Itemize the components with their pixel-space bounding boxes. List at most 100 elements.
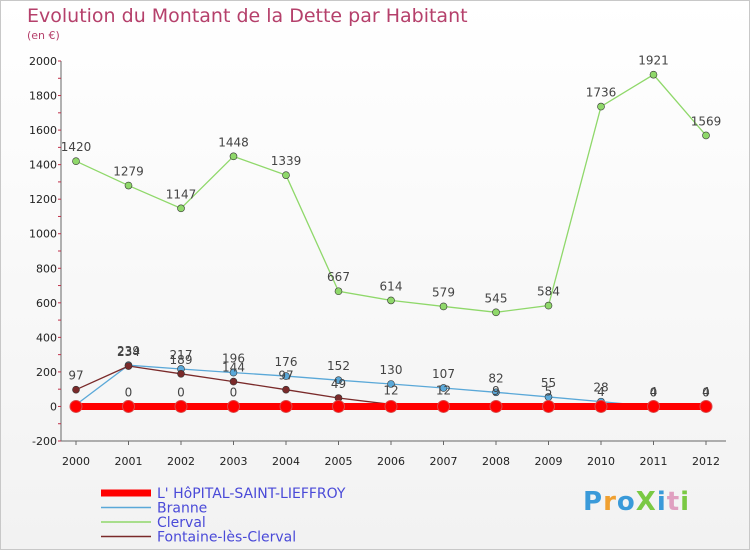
- data-label-fontaine: 12: [383, 383, 398, 397]
- data-label-fontaine: 12: [436, 383, 451, 397]
- data-label-clerval: 1921: [638, 54, 669, 68]
- data-point-branne: [229, 368, 238, 377]
- data-point-fontaine: [229, 377, 238, 386]
- data-label-branne: 217: [170, 348, 193, 362]
- data-point-fontaine: [124, 362, 133, 370]
- data-label-clerval: 1339: [271, 154, 302, 168]
- data-label-branne: 130: [380, 363, 403, 377]
- logo-letter: r: [603, 487, 617, 517]
- logo-letter: X: [635, 487, 657, 517]
- data-point-clerval: [649, 70, 658, 79]
- data-label-branne: 176: [275, 355, 298, 369]
- data-label-fontaine: 97: [278, 369, 293, 383]
- proxiti-logo: ProXiti: [583, 487, 690, 517]
- data-point-clerval: [702, 131, 710, 140]
- data-label-clerval: 1569: [691, 114, 722, 128]
- logo-letter: P: [583, 487, 604, 517]
- y-tick-label: 1800: [29, 90, 57, 103]
- data-label-fontaine: 4: [702, 385, 710, 399]
- data-point-hopital: [699, 399, 713, 413]
- x-tick-label: 2007: [430, 455, 458, 468]
- x-tick-label: 2012: [692, 455, 720, 468]
- data-point-clerval: [387, 296, 395, 305]
- legend-label-fontaine: Fontaine-lès-Clerval: [157, 530, 296, 546]
- data-point-hopital: [174, 399, 188, 413]
- data-label-hopital: 0: [125, 385, 133, 399]
- data-label-fontaine: 234: [117, 345, 140, 359]
- x-tick-label: 2009: [535, 455, 563, 468]
- data-label-branne: 28: [593, 381, 608, 395]
- data-label-clerval: 1736: [586, 86, 617, 100]
- data-point-hopital: [594, 399, 608, 413]
- data-label-clerval: 1448: [218, 135, 249, 149]
- x-tick-label: 2011: [640, 455, 668, 468]
- data-point-branne: [492, 388, 500, 397]
- data-label-hopital: 0: [177, 385, 185, 399]
- data-label-branne: 239: [117, 344, 140, 358]
- data-point-clerval: [124, 181, 133, 190]
- data-label-fontaine: 5: [545, 385, 553, 399]
- y-tick-label: 0: [50, 400, 57, 413]
- x-tick-label: 2004: [272, 455, 300, 468]
- data-label-fontaine: 97: [68, 369, 83, 383]
- logo-letter: t: [666, 487, 681, 517]
- data-label-fontaine: 49: [331, 377, 346, 391]
- chart-title: Evolution du Montant de la Dette par Hab…: [27, 5, 468, 27]
- logo-letter: i: [680, 487, 691, 517]
- data-point-clerval: [492, 308, 500, 317]
- data-label-fontaine: 4: [597, 385, 605, 399]
- data-point-fontaine: [177, 370, 185, 378]
- data-label-branne: 55: [541, 376, 556, 390]
- data-point-clerval: [229, 152, 238, 161]
- legend-label-hopital: L' HôPITAL-SAINT-LIEFFROY: [157, 486, 346, 502]
- data-point-branne: [334, 376, 343, 385]
- data-point-hopital: [227, 399, 240, 413]
- data-point-branne: [282, 372, 290, 380]
- y-tick-label: 2000: [29, 55, 57, 68]
- data-label-clerval: 667: [327, 270, 350, 284]
- y-tick-label: 400: [36, 331, 57, 344]
- y-tick-label: 1600: [29, 124, 57, 137]
- y-tick-label: 600: [36, 297, 57, 310]
- x-tick-label: 2006: [377, 455, 405, 468]
- data-point-clerval: [544, 301, 553, 310]
- data-point-clerval: [334, 287, 343, 296]
- data-point-hopital: [122, 399, 135, 413]
- data-point-fontaine: [72, 385, 80, 394]
- x-tick-label: 2008: [482, 455, 510, 468]
- data-point-hopital: [437, 399, 450, 413]
- data-point-hopital: [279, 399, 293, 413]
- logo-letter: i: [656, 487, 667, 517]
- x-tick-label: 2001: [115, 455, 143, 468]
- data-point-branne: [387, 380, 395, 388]
- data-label-clerval: 579: [432, 285, 455, 299]
- logo-letter: o: [616, 487, 636, 517]
- y-tick-label: 800: [36, 262, 57, 275]
- data-point-clerval: [177, 204, 185, 213]
- x-tick-label: 2000: [62, 455, 90, 468]
- data-label-fontaine: 189: [170, 353, 193, 367]
- legend-label-branne: Branne: [157, 501, 207, 517]
- data-point-hopital: [69, 399, 83, 413]
- data-point-clerval: [282, 171, 290, 179]
- data-label-clerval: 584: [537, 285, 560, 299]
- x-tick-label: 2010: [587, 455, 615, 468]
- y-tick-label: -200: [32, 435, 57, 448]
- data-point-clerval: [597, 102, 605, 111]
- data-point-hopital: [332, 399, 345, 413]
- data-label-fontaine: 144: [222, 361, 245, 375]
- data-point-branne: [439, 384, 448, 392]
- chart-unit: (en €): [27, 29, 60, 42]
- data-point-clerval: [439, 302, 448, 311]
- data-point-hopital: [384, 399, 398, 413]
- data-label-hopital: 0: [230, 385, 238, 399]
- data-label-clerval: 614: [380, 279, 403, 293]
- data-label-fontaine: 9: [492, 384, 500, 398]
- data-label-clerval: 1147: [166, 187, 197, 201]
- data-label-clerval: 545: [485, 291, 508, 305]
- data-label-branne: 82: [488, 371, 503, 385]
- data-label-branne: 0: [650, 385, 658, 399]
- data-point-fontaine: [282, 385, 290, 394]
- y-tick-label: 200: [36, 366, 57, 379]
